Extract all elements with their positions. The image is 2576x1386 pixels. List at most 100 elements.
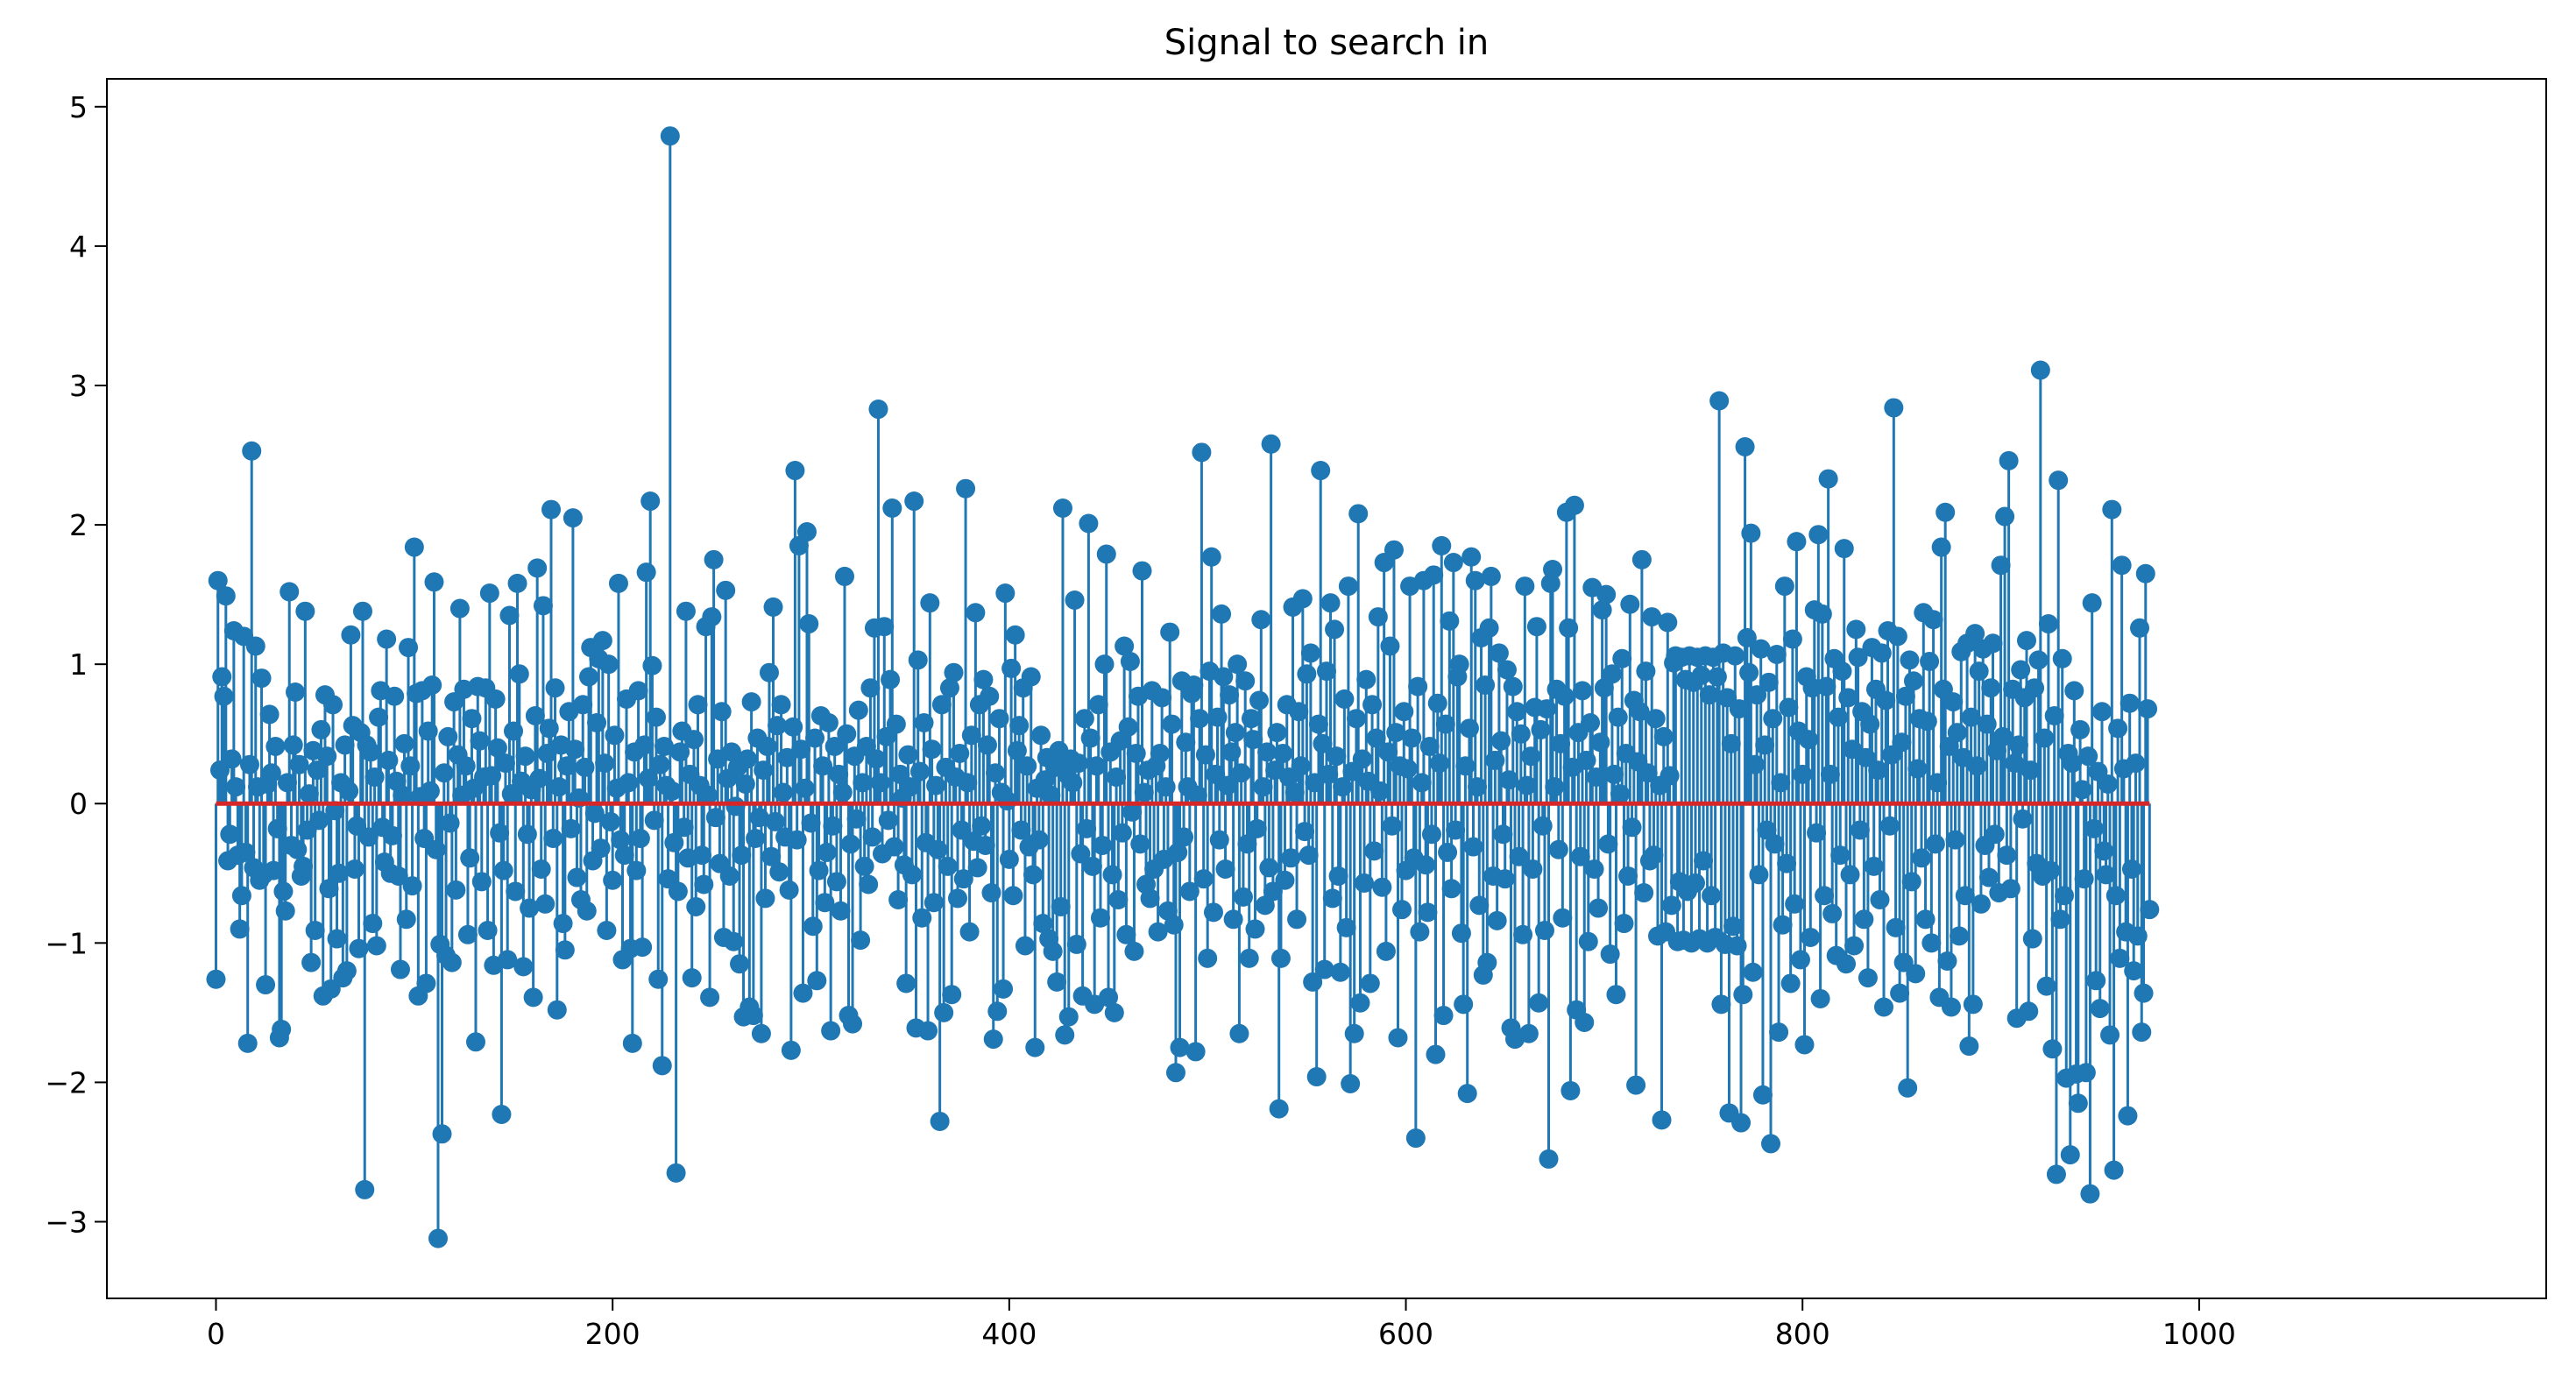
- data-point: [2105, 886, 2126, 906]
- data-point: [700, 987, 720, 1008]
- data-point: [702, 607, 722, 627]
- data-point: [860, 678, 881, 698]
- data-point: [705, 808, 725, 828]
- data-point: [1699, 685, 1719, 705]
- data-point: [967, 858, 987, 878]
- data-point: [1925, 834, 1945, 854]
- data-point: [1596, 584, 1617, 605]
- data-point: [307, 760, 327, 781]
- data-point: [237, 1033, 258, 1053]
- data-point: [600, 811, 620, 831]
- data-point: [1408, 676, 1428, 697]
- data-point: [1443, 553, 1463, 573]
- data-point: [840, 834, 860, 854]
- data-point: [1245, 919, 1265, 939]
- data-point: [791, 739, 811, 760]
- data-point: [961, 725, 981, 746]
- data-point: [517, 824, 537, 845]
- data-point: [823, 816, 843, 836]
- data-point: [1769, 1022, 1789, 1043]
- data-point: [1253, 777, 1273, 797]
- data-point: [2013, 809, 2033, 829]
- data-point: [813, 756, 833, 776]
- data-point: [749, 808, 769, 828]
- data-point: [1382, 816, 1402, 836]
- data-point: [273, 881, 294, 902]
- data-point: [2127, 926, 2148, 946]
- data-point: [352, 601, 372, 621]
- data-point: [1953, 747, 1973, 767]
- data-point: [2008, 735, 2028, 755]
- data-point: [1468, 777, 1488, 797]
- data-point: [1618, 866, 1638, 886]
- data-point: [807, 971, 827, 991]
- data-point: [1995, 506, 2015, 527]
- data-point: [1874, 997, 1894, 1017]
- data-point: [928, 839, 948, 859]
- data-point: [1459, 718, 1479, 739]
- data-point: [1515, 576, 1535, 597]
- data-point: [1513, 924, 1533, 944]
- data-point: [462, 709, 482, 729]
- data-point: [1011, 820, 1031, 840]
- data-point: [1856, 747, 1876, 767]
- data-point: [1162, 714, 1182, 734]
- data-point: [1816, 676, 1836, 697]
- data-point: [231, 886, 251, 906]
- data-point: [1961, 707, 1981, 727]
- data-point: [1997, 845, 2017, 866]
- data-point: [741, 692, 761, 712]
- data-point: [385, 686, 405, 706]
- data-point: [1702, 886, 1722, 906]
- data-point: [382, 825, 402, 845]
- data-point: [1231, 763, 1251, 783]
- data-point: [711, 702, 732, 722]
- data-point: [216, 586, 236, 606]
- data-point: [1545, 777, 1565, 797]
- data-point: [1971, 894, 1991, 914]
- data-point: [1338, 576, 1358, 597]
- data-point: [1325, 619, 1345, 640]
- data-point: [1009, 716, 1030, 736]
- data-point: [1198, 948, 1218, 968]
- data-point: [1275, 870, 1295, 890]
- data-point: [922, 739, 942, 760]
- data-point: [1314, 959, 1334, 979]
- data-point: [801, 813, 821, 833]
- data-point: [1355, 873, 1375, 893]
- data-point: [622, 1033, 642, 1053]
- data-point: [545, 678, 565, 698]
- data-point: [404, 537, 424, 557]
- data-point: [507, 573, 527, 593]
- data-point: [2041, 860, 2061, 880]
- data-point: [763, 597, 783, 617]
- data-point: [251, 668, 272, 689]
- data-point: [2011, 660, 2031, 680]
- data-point: [2118, 1106, 2138, 1126]
- data-point: [1398, 759, 1418, 779]
- data-point: [261, 763, 281, 783]
- data-point: [1069, 753, 1089, 774]
- data-point: [1747, 685, 1767, 705]
- data-point: [1430, 753, 1450, 774]
- data-point: [1023, 865, 1044, 885]
- data-point: [640, 491, 661, 512]
- data-point: [1872, 643, 1892, 663]
- data-point: [2126, 753, 2146, 774]
- data-point: [498, 950, 518, 970]
- data-point: [1707, 667, 1727, 687]
- data-point: [1838, 688, 1858, 708]
- data-point: [989, 709, 1009, 729]
- y-tick-label: −2: [45, 1065, 88, 1100]
- data-point: [1461, 547, 1482, 567]
- data-point: [1830, 845, 1851, 866]
- data-point: [1305, 773, 1325, 793]
- data-point: [803, 916, 823, 937]
- data-point: [1848, 647, 1868, 668]
- data-point: [495, 753, 515, 774]
- data-point: [289, 754, 309, 774]
- data-point: [614, 845, 634, 866]
- data-point: [1380, 636, 1400, 656]
- data-point: [1033, 914, 1053, 934]
